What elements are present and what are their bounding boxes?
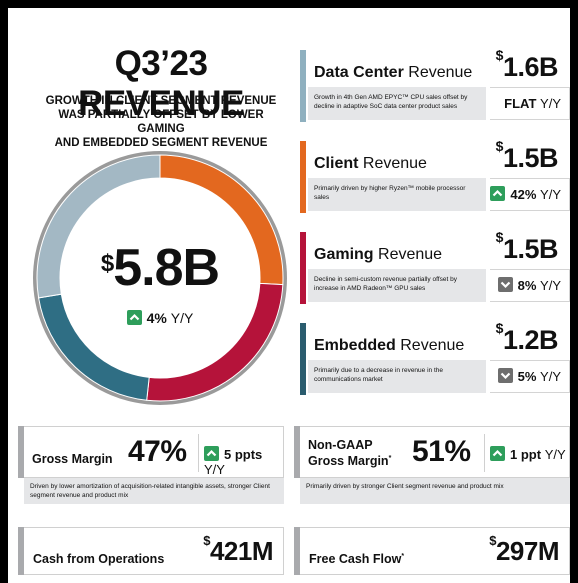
segment-card-data-center: Data Center Revenue $1.6B Growth in 4th … [300, 47, 570, 122]
segment-revenue: $1.6B [495, 47, 559, 82]
free-cash-flow-label: Free Cash Flow* [309, 552, 405, 566]
segment-description: Primarily due to a decrease in revenue i… [308, 360, 486, 393]
segment-revenue: $1.2B [495, 320, 559, 355]
segment-change: 42% Y/Y [490, 178, 570, 211]
down-arrow-icon [497, 368, 513, 383]
gross-margin-card: Gross Margin 47% 5 ppts Y/Y Driven by lo… [18, 426, 284, 504]
total-change-value: 4% [146, 310, 167, 326]
card-accent-bar [18, 426, 24, 478]
gross-margin-label: Gross Margin [32, 452, 113, 466]
down-arrow-icon [497, 277, 513, 292]
total-revenue: $5.8B [32, 238, 288, 298]
up-arrow-icon [490, 446, 505, 461]
donut-hole [60, 178, 260, 378]
currency-symbol: $ [100, 250, 114, 277]
segment-description: Growth in 4th Gen AMD EPYC™ CPU sales of… [308, 87, 486, 120]
segment-name: Data Center Revenue [314, 64, 473, 81]
segment-revenue: $1.5B [495, 229, 559, 264]
yoy-label: Y/Y [170, 310, 194, 326]
subtitle-line: GROWTH IN CLIENT SEGMENT REVENUE [45, 95, 277, 107]
gross-margin-note: Driven by lower amortization of acquisit… [24, 478, 284, 504]
non-gaap-margin-label: Non-GAAP Gross Margin* [308, 438, 392, 469]
donut-center: $5.8B 4% Y/Y [32, 150, 288, 406]
non-gaap-margin-note: Primarily driven by stronger Client segm… [300, 478, 570, 504]
free-cash-flow-value: $297M [489, 533, 559, 566]
card-accent-bar [294, 426, 300, 478]
segment-name: Embedded Revenue [314, 337, 465, 354]
segment-card-embedded: Embedded Revenue $1.2B Primarily due to … [300, 320, 570, 395]
gross-margin-change: 5 ppts Y/Y [204, 446, 263, 477]
segment-name: Client Revenue [314, 155, 427, 172]
segment-description: Primarily driven by higher Ryzen™ mobile… [308, 178, 486, 211]
revenue-donut-chart [33, 151, 287, 405]
segment-color-bar [300, 232, 306, 304]
gross-margin-value: 47% [128, 435, 187, 468]
segment-change: 8% Y/Y [490, 269, 570, 302]
revenue-infographic: Q3’23 REVENUE GROWTH IN CLIENT SEGMENT R… [8, 8, 570, 583]
segment-name: Gaming Revenue [314, 246, 443, 263]
total-change: 4% Y/Y [32, 310, 288, 326]
page-subtitle: GROWTH IN CLIENT SEGMENT REVENUE WAS PAR… [36, 94, 286, 150]
non-gaap-margin-value: 51% [412, 435, 471, 468]
cash-from-operations-card: Cash from Operations $421M [18, 527, 284, 575]
card-accent-bar [18, 527, 24, 575]
up-arrow-icon [490, 186, 506, 201]
card-accent-bar [294, 527, 300, 575]
segment-revenue: $1.5B [495, 138, 559, 173]
subtitle-line: WAS PARTIALLY OFFSET BY LOWER GAMING [58, 109, 264, 135]
cash-from-operations-label: Cash from Operations [33, 552, 165, 566]
segment-card-gaming: Gaming Revenue $1.5B Decline in semi-cus… [300, 229, 570, 304]
segment-color-bar [300, 141, 306, 213]
segment-color-bar [300, 323, 306, 395]
segment-change: 5% Y/Y [490, 360, 570, 393]
total-amount: 5.8B [113, 239, 220, 297]
subtitle-line: AND EMBEDDED SEGMENT REVENUE [54, 137, 268, 149]
page-title: Q3’23 REVENUE [78, 44, 244, 123]
non-gaap-margin-change: 1 ppt Y/Y [490, 446, 566, 462]
segment-color-bar [300, 50, 306, 122]
cash-from-operations-value: $421M [203, 533, 273, 566]
segment-change: FLAT Y/Y [490, 87, 570, 120]
up-arrow-icon [204, 446, 219, 461]
segment-card-client: Client Revenue $1.5B Primarily driven by… [300, 138, 570, 213]
up-arrow-icon [126, 310, 142, 325]
free-cash-flow-card: Free Cash Flow* $297M [294, 527, 570, 575]
segment-description: Decline in semi-custom revenue partially… [308, 269, 486, 302]
non-gaap-margin-card: Non-GAAP Gross Margin* 51% 1 ppt Y/Y Prim… [294, 426, 570, 504]
